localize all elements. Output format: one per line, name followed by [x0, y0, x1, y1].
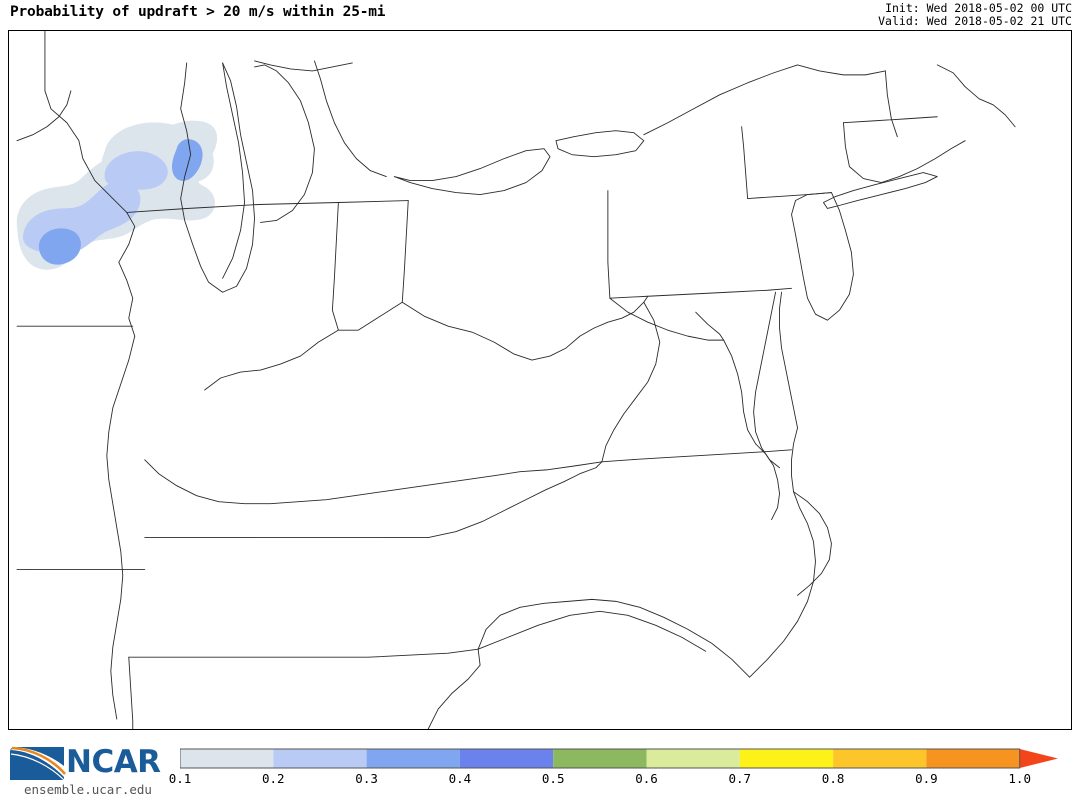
state-nc-sc-upper	[477, 610, 707, 652]
ncar-url-label: ensemble.ucar.edu	[24, 782, 152, 797]
state-pa-oh-border	[607, 190, 611, 299]
colorbar-band-6	[646, 749, 740, 768]
state-oh-river	[204, 301, 403, 391]
contour-level-0.2c	[171, 139, 203, 181]
state-ny-west	[741, 126, 749, 199]
state-new-york-north	[797, 64, 886, 76]
lake-superior-south	[254, 60, 353, 72]
colorbar-extend-arrow	[1019, 749, 1058, 768]
valid-time-label: Valid: Wed 2018-05-02 21 UTC	[878, 14, 1072, 28]
state-wv-va-border	[601, 301, 661, 463]
colorbar-tick-2: 0.3	[355, 771, 378, 786]
contour-level-0.3	[38, 228, 81, 265]
state-vermont-nh	[884, 70, 898, 138]
state-tn-nc-border	[427, 461, 603, 538]
colorbar-tick-6: 0.7	[728, 771, 752, 786]
coast-carolina	[749, 427, 816, 678]
colorbar-band-3	[366, 749, 460, 768]
border-west-edge-mo	[16, 90, 72, 142]
colorbar-tick-8: 0.9	[915, 771, 938, 786]
colorbar-tick-labels: 0.1 0.2 0.3 0.4 0.5 0.6 0.7 0.8 0.9 1.0	[169, 771, 1060, 791]
map-panel[interactable]	[8, 30, 1072, 730]
lake-erie	[393, 148, 551, 195]
colorbar-swatches	[180, 748, 1058, 769]
michigan-lower-peninsula	[254, 64, 315, 223]
colorbar-tick-9: 1.0	[1008, 771, 1031, 786]
forecast-timestamps: Init: Wed 2018-05-02 00 UTC Valid: Wed 2…	[878, 2, 1072, 28]
state-ga-al-border	[128, 656, 134, 729]
virginia-coast-detail	[755, 443, 780, 521]
colorbar-band-9	[926, 749, 1020, 768]
map-canvas	[16, 31, 1016, 729]
colorbar-tick-3: 0.4	[448, 771, 472, 786]
state-ct-ri-coast	[842, 122, 966, 184]
colorbar-outline	[180, 748, 1021, 769]
border-iowa-illinois	[126, 200, 409, 213]
colorbar-tick-4: 0.5	[541, 771, 565, 786]
state-pa-md-border	[609, 287, 792, 299]
state-ms-river-south	[106, 335, 136, 720]
contour-level-0.2b	[104, 151, 168, 190]
border-illinois-west	[44, 31, 136, 337]
colorbar-band-8	[833, 749, 927, 768]
maryland-north	[609, 297, 725, 341]
state-in-il-border	[331, 202, 339, 331]
state-oh-in-border	[401, 200, 409, 303]
state-oh-ky-river	[401, 295, 649, 361]
colorbar-band-2	[273, 749, 367, 768]
colorbar-band-5	[553, 749, 647, 768]
outer-banks	[793, 491, 832, 596]
long-island	[823, 172, 938, 209]
potomac-river	[695, 311, 725, 341]
state-maine-coast	[936, 64, 1016, 128]
colorbar-tick-1: 0.2	[262, 771, 285, 786]
colorbar-tick-0: 0.1	[168, 771, 192, 786]
colorbar-band-1	[180, 749, 274, 768]
lake-ontario	[555, 130, 645, 158]
init-time-label: Init: Wed 2018-05-02 00 UTC	[885, 1, 1072, 15]
lake-huron-west	[313, 60, 387, 178]
colorbar-band-4	[459, 749, 554, 768]
ncar-wordmark: NCAR	[66, 744, 161, 780]
colorbar-tick-5: 0.6	[635, 771, 658, 786]
colorbar-tick-7: 0.8	[821, 771, 845, 786]
state-ma-ct-line	[842, 116, 938, 124]
delmarva-peninsula	[779, 291, 798, 429]
ncar-logo[interactable]: NCAR ensemble.ucar.edu	[4, 742, 174, 798]
state-tn-south-border	[128, 648, 479, 658]
chesapeake-bay	[753, 291, 780, 469]
state-nc-sc-border	[477, 598, 751, 678]
border-canada-northeast	[643, 64, 798, 136]
state-new-jersey	[791, 192, 854, 321]
chesapeake-west-shore	[723, 339, 757, 445]
probability-contours	[16, 120, 218, 270]
colorbar-bands	[180, 748, 1058, 769]
page-title: Probability of updraft > 20 m/s within 2…	[10, 4, 386, 20]
state-ga-sc-border	[427, 648, 481, 729]
lake-michigan	[180, 62, 255, 293]
colorbar-band-7	[739, 749, 834, 768]
state-ky-va-border	[144, 459, 603, 505]
ncar-swoosh-icon	[10, 746, 66, 781]
map-geography	[16, 31, 1016, 729]
lake-michigan-east-shore	[222, 62, 246, 279]
colorbar	[180, 748, 1060, 770]
